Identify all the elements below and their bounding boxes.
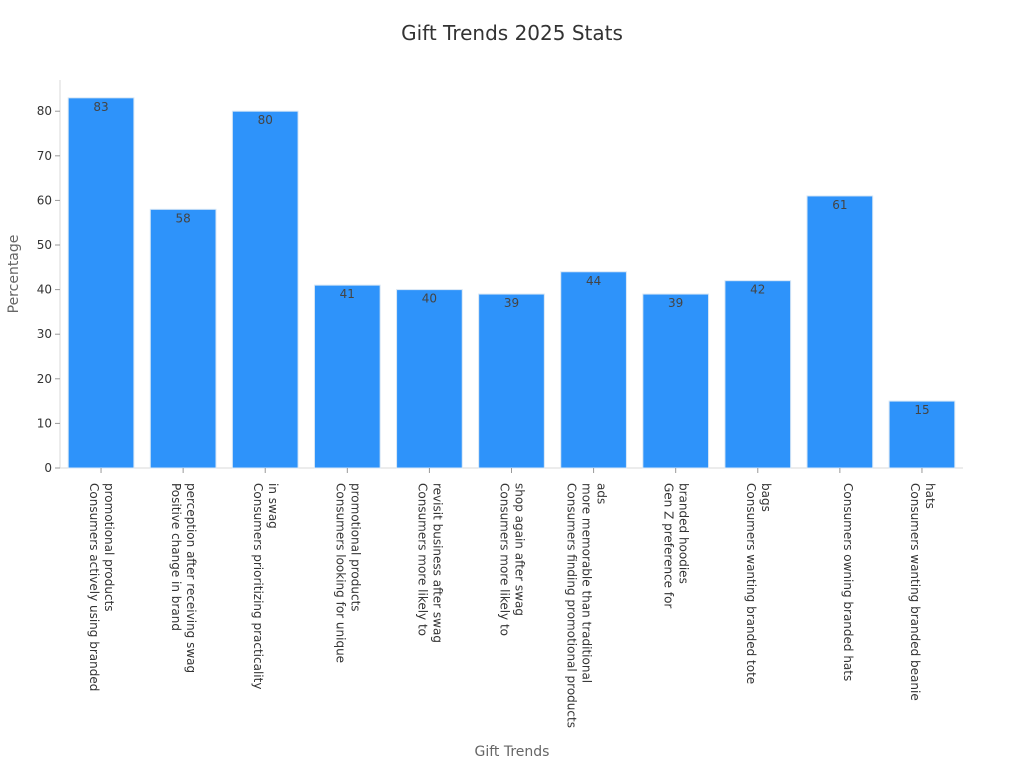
bar <box>149 208 217 469</box>
x-tick-label: Consumers looking for unique <box>333 483 347 663</box>
bar-value-label: 80 <box>258 113 273 127</box>
y-tick-label: 20 <box>37 372 52 386</box>
bar <box>478 293 545 469</box>
x-tick-label: Consumers more likely to <box>498 483 512 636</box>
bar <box>67 97 135 469</box>
bar-value-label: 41 <box>340 287 355 301</box>
bar-value-label: 40 <box>422 292 437 306</box>
x-tick-label: Consumers prioritizing practicality <box>251 483 265 689</box>
x-tick-label: ads <box>595 483 609 504</box>
x-tick-label: Consumers finding promotional products <box>565 483 579 728</box>
bar-value-label: 58 <box>175 211 190 225</box>
x-tick-label: Consumers wanting branded tote <box>744 483 758 684</box>
x-tick-label: Consumers wanting branded beanie <box>908 483 922 701</box>
bar-value-label: 39 <box>504 296 519 310</box>
y-tick-label: 50 <box>37 238 52 252</box>
chart-title: Gift Trends 2025 Stats <box>401 21 623 45</box>
bar <box>396 289 463 469</box>
y-tick-label: 80 <box>37 104 52 118</box>
bar-value-label: 83 <box>93 100 108 114</box>
y-tick-label: 40 <box>37 283 52 297</box>
x-tick-label: Positive change in brand <box>169 483 183 631</box>
x-tick-label: branded hoodies <box>677 483 691 584</box>
bar <box>642 293 710 469</box>
bar-value-label: 39 <box>668 296 683 310</box>
bar-value-label: 15 <box>914 403 929 417</box>
bar-value-label: 61 <box>832 198 847 212</box>
y-tick-label: 70 <box>37 149 52 163</box>
x-tick-label: in swag <box>266 483 280 529</box>
bar-value-label: 44 <box>586 274 601 288</box>
y-tick-label: 0 <box>44 461 52 475</box>
x-tick-label: more memorable than traditional <box>580 483 594 683</box>
x-tick-label: Consumers actively using branded <box>87 483 101 691</box>
x-axis-title: Gift Trends <box>475 744 550 760</box>
category-labels: Consumers actively using branded promotio… <box>87 468 937 728</box>
bar-value-label: 42 <box>750 283 765 297</box>
bar <box>560 271 627 469</box>
y-axis-title: Percentage <box>6 235 22 314</box>
x-tick-label: promotional products <box>348 483 362 612</box>
bar <box>724 280 792 469</box>
x-tick-label: Consumers owning branded hats <box>841 483 855 681</box>
y-tick-label: 30 <box>37 327 52 341</box>
bar <box>806 195 874 469</box>
x-tick-label: perception after receiving swag <box>184 483 198 673</box>
x-tick-label: promotional products <box>102 483 116 612</box>
x-tick-label: hats <box>923 483 937 509</box>
bars: 83 58 80 41 40 39 44 39 42 61 15 <box>67 97 956 469</box>
y-tick-label: 60 <box>37 193 52 207</box>
x-tick-label: Gen Z preference for <box>662 483 676 608</box>
bar <box>231 110 299 469</box>
bar <box>313 284 381 469</box>
x-tick-label: bags <box>759 483 773 512</box>
x-tick-label: revisit business after swag <box>430 483 444 643</box>
x-tick-label: shop again after swag <box>513 483 527 616</box>
y-tick-label: 10 <box>37 416 52 430</box>
x-tick-label: Consumers more likely to <box>415 483 429 636</box>
